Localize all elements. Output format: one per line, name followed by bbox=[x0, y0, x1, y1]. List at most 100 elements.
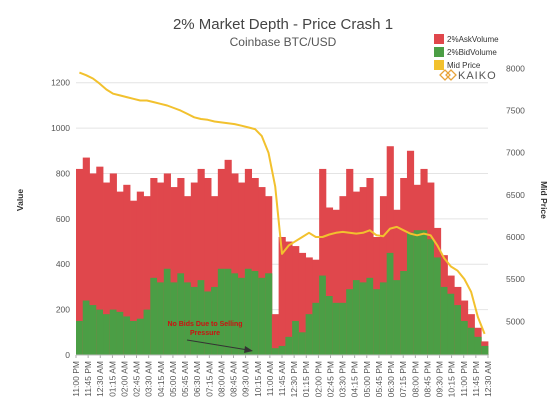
bid-volume-bar bbox=[103, 314, 111, 355]
y-left-tick-label: 400 bbox=[56, 259, 70, 269]
x-tick-label: 11:00 AM bbox=[265, 361, 275, 396]
annotation: No Bids Due to Selling Pressure bbox=[167, 321, 253, 353]
x-tick-label: 04:15 AM bbox=[156, 361, 166, 397]
ask-volume-bar bbox=[157, 182, 165, 355]
ask-volume-bar bbox=[278, 237, 286, 355]
bid-volume-bar bbox=[96, 309, 104, 355]
ask-volume-bar bbox=[319, 168, 327, 355]
x-tick-label: 10:15 PM bbox=[447, 361, 457, 397]
legend-swatch-bid bbox=[434, 47, 444, 57]
ask-volume-bar bbox=[400, 178, 408, 355]
bid-volume-bar bbox=[157, 282, 165, 355]
bid-volume-bar bbox=[76, 320, 84, 355]
ask-volume-bar bbox=[251, 178, 259, 355]
x-tick-label: 08:00 PM bbox=[410, 361, 420, 397]
bid-volume-bar bbox=[271, 348, 280, 355]
ask-volume-bar bbox=[244, 168, 253, 355]
x-tick-label: 09:30 AM bbox=[241, 361, 251, 397]
bid-volume-bar bbox=[278, 345, 286, 355]
ask-volume-bar bbox=[190, 182, 198, 355]
x-tick-label: 02:00 PM bbox=[313, 361, 323, 397]
bid-volume-bar bbox=[481, 345, 489, 355]
ask-volume-bar bbox=[170, 187, 178, 355]
bid-volume-bar bbox=[258, 277, 266, 355]
ask-volume-bar bbox=[305, 257, 313, 355]
ask-volume-bar bbox=[136, 191, 144, 355]
bid-volume-bar bbox=[366, 277, 374, 355]
x-tick-label: 12:30 AM bbox=[95, 361, 105, 397]
bid-volume-bar bbox=[413, 230, 421, 355]
y-right-tick-label: 6500 bbox=[506, 190, 525, 200]
axes: 0 200 400 600 800 1000 1200 5000 5500 6000 6500 700… bbox=[51, 63, 525, 397]
bid-volume-bar bbox=[143, 309, 151, 355]
ask-volume-bar bbox=[285, 241, 293, 355]
bid-volume-bar bbox=[251, 271, 259, 355]
bid-volume-bar bbox=[312, 302, 320, 355]
ask-volume-bar bbox=[204, 178, 212, 355]
x-tick-label: 04:15 PM bbox=[350, 361, 360, 397]
x-tick-label: 02:45 PM bbox=[325, 361, 335, 397]
kaiko-logo-text: KAIKO bbox=[458, 70, 497, 82]
x-tick-label: 06:30 AM bbox=[192, 361, 202, 397]
bid-volume-bar bbox=[305, 314, 313, 355]
bid-volume-bar bbox=[177, 273, 185, 355]
annotation-arrow-head bbox=[244, 346, 253, 353]
ask-volume-bar bbox=[224, 159, 232, 355]
x-tick-label: 10:15 AM bbox=[253, 361, 263, 397]
bid-volume-bar bbox=[197, 280, 205, 355]
ask-volume-bar bbox=[150, 178, 158, 355]
bid-volume-bar bbox=[204, 291, 212, 355]
ask-volume-bar bbox=[184, 196, 192, 355]
x-tick-label: 05:45 PM bbox=[374, 361, 384, 397]
bid-volume-bar bbox=[332, 302, 340, 355]
ask-volume-bar bbox=[386, 146, 394, 355]
bid-volume-bar bbox=[150, 277, 158, 355]
x-tick-label: 11:45 PM bbox=[83, 361, 93, 397]
bid-volume-bar bbox=[211, 286, 219, 355]
bid-volume-bar bbox=[217, 268, 225, 355]
bid-volume-bar bbox=[393, 280, 401, 355]
bid-volume-bar bbox=[82, 300, 90, 355]
x-tick-label: 05:00 PM bbox=[362, 361, 372, 397]
bid-volume-bar bbox=[238, 277, 246, 355]
plot-area bbox=[76, 146, 489, 355]
x-tick-label: 08:00 AM bbox=[216, 361, 226, 397]
legend-mid: Mid Price bbox=[447, 61, 481, 70]
ask-volume-bar bbox=[258, 187, 266, 355]
bid-volume-bar bbox=[231, 273, 239, 355]
y-right-tick-label: 5000 bbox=[506, 316, 525, 326]
ask-volume-bar bbox=[76, 168, 84, 355]
bid-volume-bar bbox=[123, 316, 131, 355]
bid-volume-bar bbox=[400, 271, 408, 355]
x-tick-label: 11:45 AM bbox=[277, 361, 287, 396]
x-tick-label: 08:45 PM bbox=[422, 361, 432, 397]
ask-volume-bar bbox=[325, 207, 334, 355]
bid-volume-bar bbox=[352, 280, 361, 355]
y-axis-right-label: Mid Price bbox=[539, 181, 549, 219]
bid-volume-bar bbox=[298, 332, 307, 355]
bid-volume-bar bbox=[433, 257, 442, 355]
ask-volume-bar bbox=[123, 184, 131, 355]
y-left-tick-label: 800 bbox=[56, 168, 70, 178]
bid-volume-bar bbox=[163, 268, 171, 355]
ask-volume-bar bbox=[197, 168, 205, 355]
x-tick-label: 03:30 AM bbox=[144, 361, 154, 397]
x-tick-label: 05:45 AM bbox=[180, 361, 190, 397]
ask-volume-bar bbox=[163, 173, 171, 355]
bid-volume-bar bbox=[454, 305, 462, 355]
x-tick-label: 02:45 AM bbox=[132, 361, 142, 397]
x-tick-label: 03:30 PM bbox=[338, 361, 348, 397]
y-left-tick-label: 600 bbox=[56, 214, 70, 224]
bid-volume-bar bbox=[467, 327, 475, 355]
x-tick-label: 01:15 PM bbox=[301, 361, 311, 397]
y-right-tick-label: 8000 bbox=[506, 63, 525, 73]
ask-volume-bar bbox=[366, 178, 374, 355]
bid-volume-bar bbox=[265, 273, 273, 355]
bid-volume-bar bbox=[474, 336, 482, 355]
chart-title: 2% Market Depth - Price Crash 1 bbox=[173, 16, 393, 33]
x-tick-label: 06:30 PM bbox=[386, 361, 396, 397]
bid-volume-bar bbox=[379, 282, 388, 355]
kaiko-logo: KAIKO bbox=[439, 69, 497, 82]
ask-volume-bar bbox=[292, 246, 300, 355]
bid-volume-bar bbox=[325, 296, 334, 355]
